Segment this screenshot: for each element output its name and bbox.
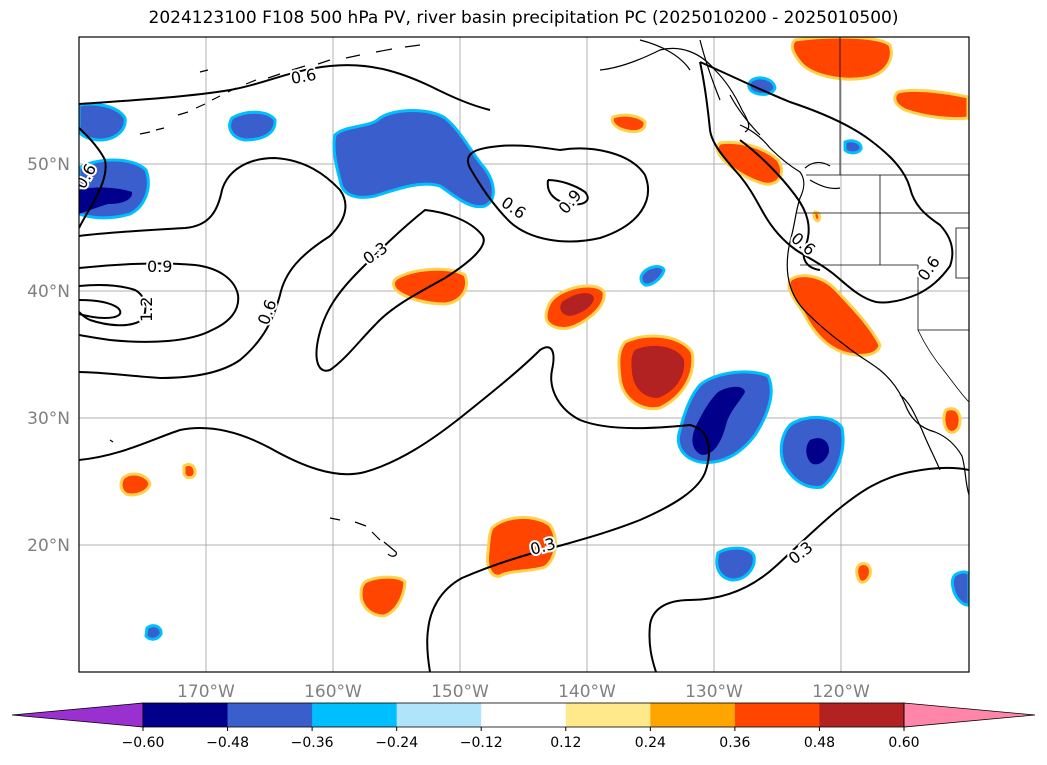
lon-label: 170°W — [177, 682, 235, 702]
colorbar-box — [565, 703, 651, 727]
precip-region — [893, 88, 969, 121]
precip-negative-regions — [79, 76, 969, 641]
precip-region — [639, 265, 666, 287]
colorbar-tick-label: −0.36 — [291, 735, 334, 751]
colorbar-box — [396, 703, 482, 727]
precip-region — [806, 438, 830, 465]
precip-region — [843, 139, 863, 155]
colorbar-tick-label: −0.24 — [375, 735, 418, 751]
precip-region — [942, 407, 962, 434]
lon-label: 140°W — [558, 682, 616, 702]
lat-label: 50°N — [27, 155, 70, 175]
lat-label: 40°N — [27, 282, 70, 302]
colorbar-extend-min — [11, 702, 144, 728]
colorbar-tick-label: 0.24 — [635, 735, 666, 751]
contour-label: 0.9 — [147, 257, 172, 276]
lat-label: 30°N — [27, 409, 70, 429]
lon-label: 150°W — [431, 682, 489, 702]
precip-region — [787, 274, 882, 357]
colorbar-box — [312, 703, 398, 727]
map-frame — [78, 36, 970, 673]
map-title: 2024123100 F108 500 hPa PV, river basin … — [148, 8, 899, 28]
colorbar-box — [734, 703, 820, 727]
precip-region — [950, 570, 969, 607]
latitude-labels: 20°N 30°N 40°N 50°N — [27, 155, 70, 556]
colorbar: −0.60 −0.48 −0.36 −0.24 −0.12 0.12 0.24 0.36 0.4… — [11, 702, 1036, 751]
precip-region — [790, 37, 893, 81]
colorbar-box — [819, 703, 905, 727]
precip-region — [79, 102, 127, 142]
gridlines — [79, 37, 969, 672]
precip-region — [715, 546, 756, 582]
lon-label: 120°W — [812, 682, 870, 702]
colorbar-outline — [142, 702, 905, 728]
colorbar-box — [650, 703, 736, 727]
precip-region — [182, 462, 197, 480]
coastlines — [109, 39, 969, 557]
colorbar-extend-max — [903, 702, 1036, 728]
longitude-labels: 170°W 160°W 150°W 140°W 130°W 120°W — [177, 682, 870, 702]
colorbar-tick-label: 0.12 — [550, 735, 581, 751]
precip-region — [119, 472, 152, 497]
colorbar-box — [481, 703, 567, 727]
colorbar-tick-label: −0.12 — [460, 735, 503, 751]
precip-region — [715, 140, 783, 186]
colorbar-box — [143, 703, 229, 727]
precip-region — [610, 113, 647, 134]
precip-region — [631, 345, 685, 398]
map-area — [79, 37, 969, 672]
lon-label: 130°W — [685, 682, 743, 702]
precip-region — [855, 562, 872, 584]
lon-label: 160°W — [304, 682, 362, 702]
colorbar-tick-label: 0.36 — [719, 735, 750, 751]
precip-region — [144, 624, 163, 641]
pv-contours — [79, 61, 969, 672]
colorbar-tick-label: 0.60 — [888, 735, 919, 751]
colorbar-tick-label: 0.48 — [804, 735, 835, 751]
precip-region — [560, 293, 594, 316]
lat-label: 20°N — [27, 536, 70, 556]
contour-label: 1.2 — [137, 297, 156, 322]
precip-region — [747, 76, 777, 96]
precip-region — [79, 187, 133, 214]
precip-region — [332, 109, 495, 209]
colorbar-box — [227, 703, 313, 727]
precip-region — [228, 110, 277, 142]
precip-region — [359, 575, 407, 618]
precip-positive-regions — [119, 37, 969, 618]
colorbar-tick-label: −0.48 — [206, 735, 249, 751]
colorbar-tick-label: −0.60 — [122, 735, 165, 751]
